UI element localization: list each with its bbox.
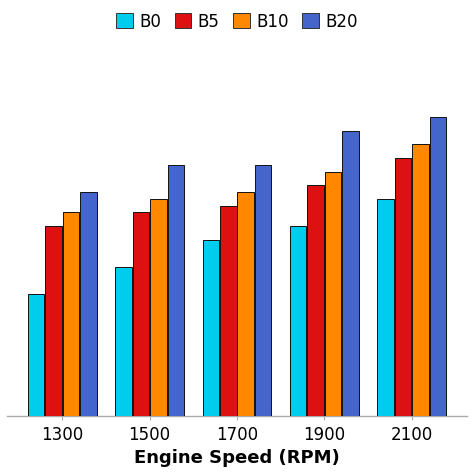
Bar xyxy=(307,185,324,474)
Bar xyxy=(202,240,219,474)
Bar xyxy=(237,192,254,474)
Bar xyxy=(80,192,97,474)
Bar xyxy=(255,165,272,474)
Bar xyxy=(412,145,428,474)
Bar xyxy=(115,267,132,474)
Bar xyxy=(150,199,167,474)
Bar xyxy=(63,212,79,474)
X-axis label: Engine Speed (RPM): Engine Speed (RPM) xyxy=(134,449,340,467)
Bar xyxy=(429,117,446,474)
Bar xyxy=(377,199,394,474)
Bar xyxy=(290,226,306,474)
Bar xyxy=(395,158,411,474)
Bar xyxy=(220,206,237,474)
Bar xyxy=(133,212,149,474)
Bar xyxy=(325,172,341,474)
Bar xyxy=(342,131,359,474)
Bar xyxy=(46,226,62,474)
Bar xyxy=(168,165,184,474)
Bar xyxy=(28,294,45,474)
Legend: B0, B5, B10, B20: B0, B5, B10, B20 xyxy=(109,6,365,37)
